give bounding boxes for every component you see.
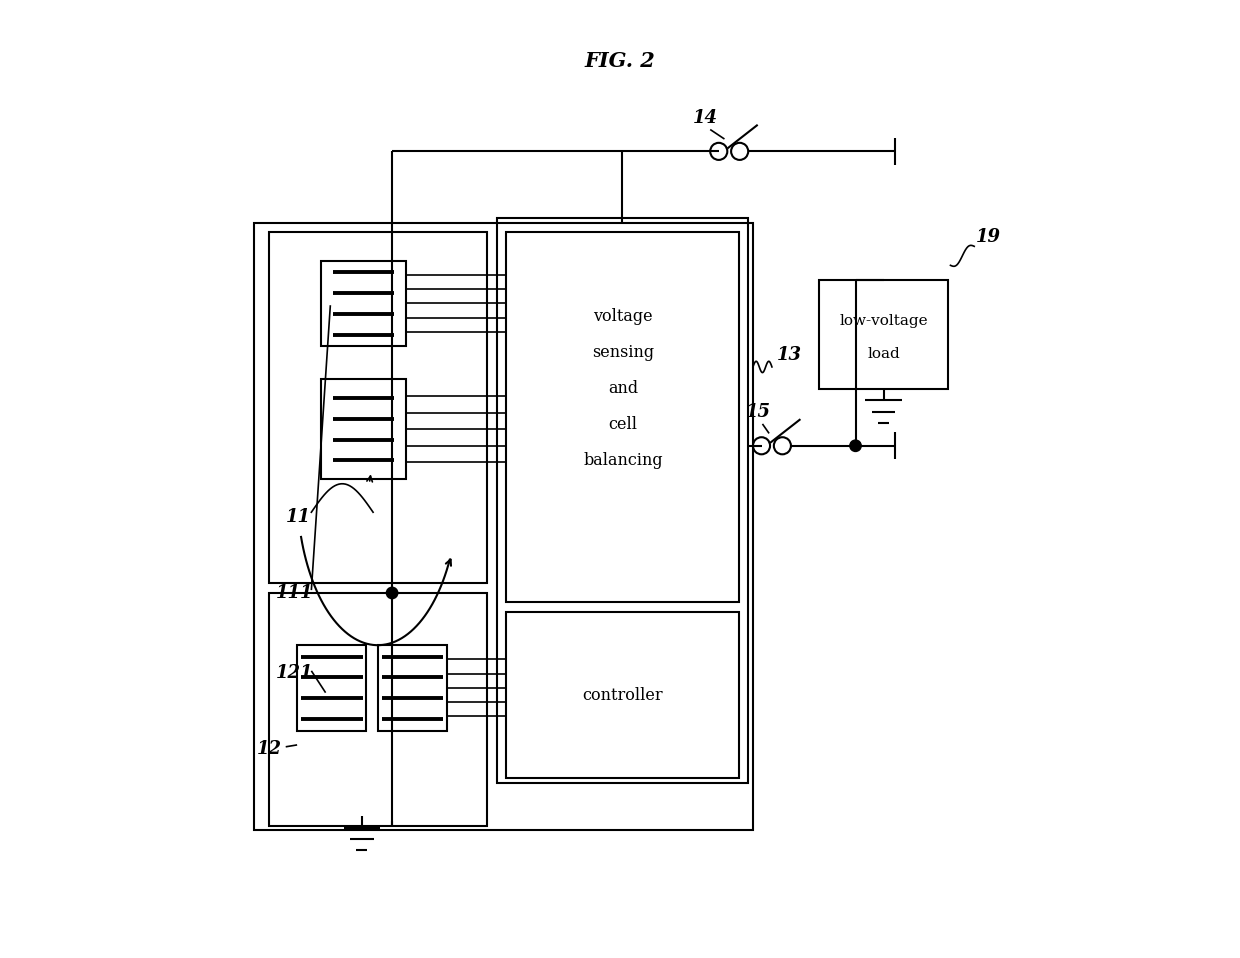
- Text: 15: 15: [745, 403, 770, 422]
- Text: 111: 111: [277, 583, 314, 602]
- Bar: [321, 379, 407, 479]
- Bar: [254, 222, 753, 831]
- Text: 121: 121: [277, 665, 314, 682]
- Text: sensing: sensing: [591, 344, 653, 361]
- Text: controller: controller: [583, 687, 663, 704]
- Bar: [321, 261, 407, 346]
- Text: load: load: [867, 347, 900, 361]
- Text: 13: 13: [776, 346, 802, 364]
- Text: FIG. 2: FIG. 2: [584, 51, 656, 71]
- Text: 14: 14: [693, 109, 718, 126]
- Bar: [506, 232, 739, 603]
- Bar: [298, 645, 367, 731]
- Text: 11: 11: [285, 508, 311, 526]
- Bar: [378, 645, 448, 731]
- Text: low-voltage: low-voltage: [839, 314, 928, 328]
- Text: balancing: balancing: [583, 452, 662, 469]
- Bar: [269, 232, 487, 583]
- Circle shape: [387, 587, 398, 599]
- Text: cell: cell: [609, 417, 637, 433]
- Bar: [506, 612, 739, 778]
- Text: 19: 19: [976, 228, 1001, 245]
- Text: voltage: voltage: [593, 308, 652, 325]
- Text: 12: 12: [257, 741, 283, 759]
- Bar: [496, 217, 748, 783]
- Circle shape: [849, 440, 862, 451]
- Bar: [820, 280, 947, 389]
- Text: and: and: [608, 380, 637, 398]
- Bar: [269, 593, 487, 826]
